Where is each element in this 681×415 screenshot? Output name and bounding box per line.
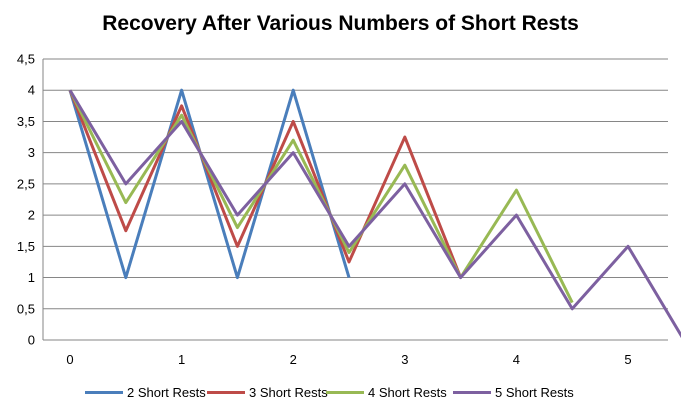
y-tick-label: 3 bbox=[28, 145, 35, 160]
series-line-5-short-rests bbox=[68, 89, 681, 339]
y-tick-label: 2 bbox=[28, 208, 35, 223]
legend-label: 3 Short Rests bbox=[249, 384, 328, 400]
legend-label: 5 Short Rests bbox=[495, 384, 574, 400]
legend: 2 Short Rests 3 Short Rests 4 Short Rests 5… bbox=[0, 382, 681, 402]
x-tick-label: 2 bbox=[290, 352, 297, 367]
x-tick-label: 0 bbox=[66, 352, 73, 367]
y-tick-label: 4 bbox=[28, 83, 35, 98]
gridlines bbox=[43, 58, 668, 310]
legend-item: 5 Short Rests bbox=[453, 382, 574, 402]
y-tick-label: 1 bbox=[28, 270, 35, 285]
y-tick-label: 4,5 bbox=[17, 52, 35, 67]
series-line-4-short-rests bbox=[68, 89, 574, 304]
y-tick-labels: 0 0,5 1 1,5 2 2,5 3 3,5 4 4,5 bbox=[17, 52, 35, 348]
y-tick-label: 0,5 bbox=[17, 301, 35, 316]
x-tick-label: 3 bbox=[401, 352, 408, 367]
chart-title: Recovery After Various Numbers of Short … bbox=[102, 12, 579, 35]
x-tick-label: 4 bbox=[513, 352, 520, 367]
legend-item: 4 Short Rests bbox=[326, 382, 447, 402]
series-lines bbox=[68, 88, 681, 339]
legend-item: 2 Short Rests bbox=[85, 382, 206, 402]
y-tick-label: 1,5 bbox=[17, 239, 35, 254]
legend-swatch bbox=[207, 390, 245, 394]
legend-swatch bbox=[453, 390, 491, 394]
legend-label: 2 Short Rests bbox=[127, 384, 206, 400]
legend-item: 3 Short Rests bbox=[207, 382, 328, 402]
y-tick-label: 2,5 bbox=[17, 176, 35, 191]
axes bbox=[42, 59, 668, 341]
x-tick-label: 1 bbox=[178, 352, 185, 367]
legend-swatch bbox=[85, 390, 123, 394]
y-tick-label: 0 bbox=[28, 333, 35, 348]
series-line-2-short-rests bbox=[68, 88, 351, 280]
y-tick-label: 3,5 bbox=[17, 114, 35, 129]
legend-label: 4 Short Rests bbox=[368, 384, 447, 400]
legend-swatch bbox=[326, 390, 364, 394]
x-tick-label: 5 bbox=[624, 352, 631, 367]
x-tick-labels: 0 1 2 3 4 5 bbox=[66, 352, 631, 367]
